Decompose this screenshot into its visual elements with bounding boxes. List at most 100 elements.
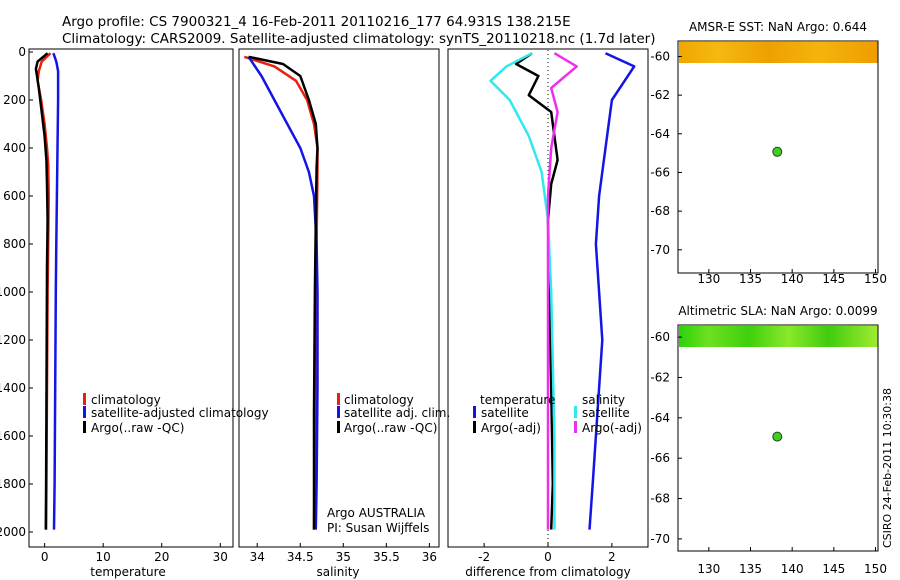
lat-tick-label: -70 (650, 532, 670, 546)
difference-x-ticks: -2 0 2 (478, 543, 616, 564)
lat-tick-label: -68 (650, 204, 670, 218)
y-tick-label: 800 (3, 237, 26, 251)
y-tick-label: 600 (3, 189, 26, 203)
legend-sal-satellite-swatch (574, 406, 577, 418)
csiro-timestamp: CSIRO 24-Feb-2011 10:30:38 (881, 388, 894, 548)
legend-sal-argo-label: Argo(-adj) (582, 421, 642, 435)
argo-position-marker (772, 146, 783, 157)
legend-salinity-heading: salinity (582, 393, 625, 407)
figure-title-line1: Argo profile: CS 7900321_4 16-Feb-2011 2… (62, 14, 571, 30)
legend-temp-argo-swatch (473, 421, 476, 433)
legend-satellite-label: satellite adj. clim. (344, 406, 450, 420)
lat-tick-label: -70 (650, 243, 670, 257)
series-line-climatology (243, 55, 319, 530)
series-line-satellite-adjusted-climatology (52, 52, 60, 530)
x-tick-label: 0 (41, 550, 49, 564)
legend-climatology-swatch (83, 393, 86, 405)
salinity-xlabel: salinity (316, 565, 359, 579)
series-line-temperature-argo-adj (514, 52, 559, 530)
lon-tick-label: 145 (822, 562, 845, 576)
lon-tick-label: 140 (781, 272, 804, 286)
lon-tick-label: 130 (697, 272, 720, 286)
difference-panel: -2 0 2 difference from climatology tempera… (447, 48, 649, 579)
difference-legend: temperature salinity satellite Argo(-adj… (473, 393, 642, 435)
y-tick-label: 1800 (0, 477, 26, 491)
y-tick-label: 1400 (0, 381, 26, 395)
x-tick-label: 0 (544, 550, 552, 564)
series-line-argo-raw-qc (34, 52, 49, 530)
lon-tick-label: 150 (864, 272, 887, 286)
sst-map-panel: AMSR-E SST: NaN Argo: 0.644 130 135 140 145… (650, 20, 887, 286)
series-line-temperature-satellite (588, 52, 636, 530)
sla-map-panel: Altimetric SLA: NaN Argo: 0.0099 130 135 1… (650, 304, 887, 576)
temperature-x-ticks: 0 10 20 30 (41, 543, 228, 564)
legend-argo-label: Argo(..raw -QC) (91, 421, 184, 435)
legend-temp-satellite-swatch (473, 406, 476, 418)
temperature-axes (28, 48, 234, 548)
sla-map-lat-ticks: -60 -62 -64 -66 -68 -70 (650, 330, 682, 546)
depth-y-ticks: 0 200 400 600 800 1000 1200 1400 1600 1800 2000 (0, 45, 33, 539)
legend-satellite-label: satellite-adjusted climatology (91, 406, 269, 420)
lat-tick-label: -62 (650, 370, 670, 384)
sst-map-title: AMSR-E SST: NaN Argo: 0.644 (689, 20, 867, 34)
figure-title-line2: Climatology: CARS2009. Satellite-adjuste… (62, 31, 655, 47)
legend-temp-satellite-label: satellite (481, 406, 529, 420)
y-tick-label: 0 (18, 45, 26, 59)
y-tick-label: 1000 (0, 285, 26, 299)
lon-tick-label: 135 (739, 272, 762, 286)
y-tick-label: 1200 (0, 333, 26, 347)
x-tick-label: 20 (154, 550, 169, 564)
legend-satellite-swatch (83, 406, 86, 418)
x-tick-label: 35 (336, 550, 351, 564)
x-tick-label: 36 (422, 550, 437, 564)
temperature-xlabel: temperature (90, 565, 165, 579)
sst-map-lat-ticks: -60 -62 -64 -66 -68 -70 (650, 49, 682, 257)
y-tick-label: 200 (3, 93, 26, 107)
lon-tick-label: 135 (739, 562, 762, 576)
sst-field (679, 42, 878, 63)
sst-map-lon-ticks: 130 135 140 145 150 (697, 269, 887, 286)
series-line-salinity-satellite (489, 52, 556, 530)
salinity-x-ticks: 34 34.5 35 35.5 36 (250, 543, 437, 564)
lat-tick-label: -64 (650, 411, 670, 425)
lon-tick-label: 145 (822, 272, 845, 286)
legend-argo-swatch (83, 421, 86, 433)
x-tick-label: -2 (478, 550, 490, 564)
salinity-legend: climatology satellite adj. clim. Argo(..… (337, 393, 450, 435)
lat-tick-label: -62 (650, 88, 670, 102)
x-tick-label: 34.5 (287, 550, 314, 564)
legend-temp-argo-label: Argo(-adj) (481, 421, 541, 435)
lat-tick-label: -66 (650, 451, 670, 465)
x-tick-label: 35.5 (373, 550, 400, 564)
lon-tick-label: 150 (864, 562, 887, 576)
series-line-satellite-adj-clim (247, 56, 319, 530)
series-line-argo-raw-qc (248, 55, 319, 530)
salinity-panel: 34 34.5 35 35.5 36 salinity climatology sate… (238, 48, 450, 579)
x-tick-label: 30 (213, 550, 228, 564)
legend-temperature-heading: temperature (480, 393, 555, 407)
sla-map-title: Altimetric SLA: NaN Argo: 0.0099 (678, 304, 877, 318)
legend-sal-satellite-label: satellite (582, 406, 630, 420)
lat-tick-label: -66 (650, 165, 670, 179)
temperature-panel: 0 10 20 30 0 200 400 600 800 1000 1200 1400 1600 180… (0, 45, 269, 579)
y-tick-label: 2000 (0, 525, 26, 539)
sla-map-axes (677, 324, 879, 552)
lon-tick-label: 130 (697, 562, 720, 576)
lat-tick-label: -68 (650, 492, 670, 506)
legend-argo-swatch (337, 421, 340, 433)
difference-xlabel: difference from climatology (465, 565, 631, 579)
lat-tick-label: -64 (650, 127, 670, 141)
difference-lines (489, 52, 636, 530)
series-line-salinity-argo-adj (546, 52, 578, 530)
legend-argo-label: Argo(..raw -QC) (344, 421, 437, 435)
lon-tick-label: 140 (781, 562, 804, 576)
sla-field (679, 326, 878, 347)
temperature-lines (34, 52, 60, 530)
salinity-lines (243, 55, 319, 530)
legend-climatology-label: climatology (91, 393, 161, 407)
salinity-axes (238, 48, 440, 548)
argo-position-marker (772, 431, 783, 442)
legend-climatology-label: climatology (344, 393, 414, 407)
x-tick-label: 10 (96, 550, 111, 564)
